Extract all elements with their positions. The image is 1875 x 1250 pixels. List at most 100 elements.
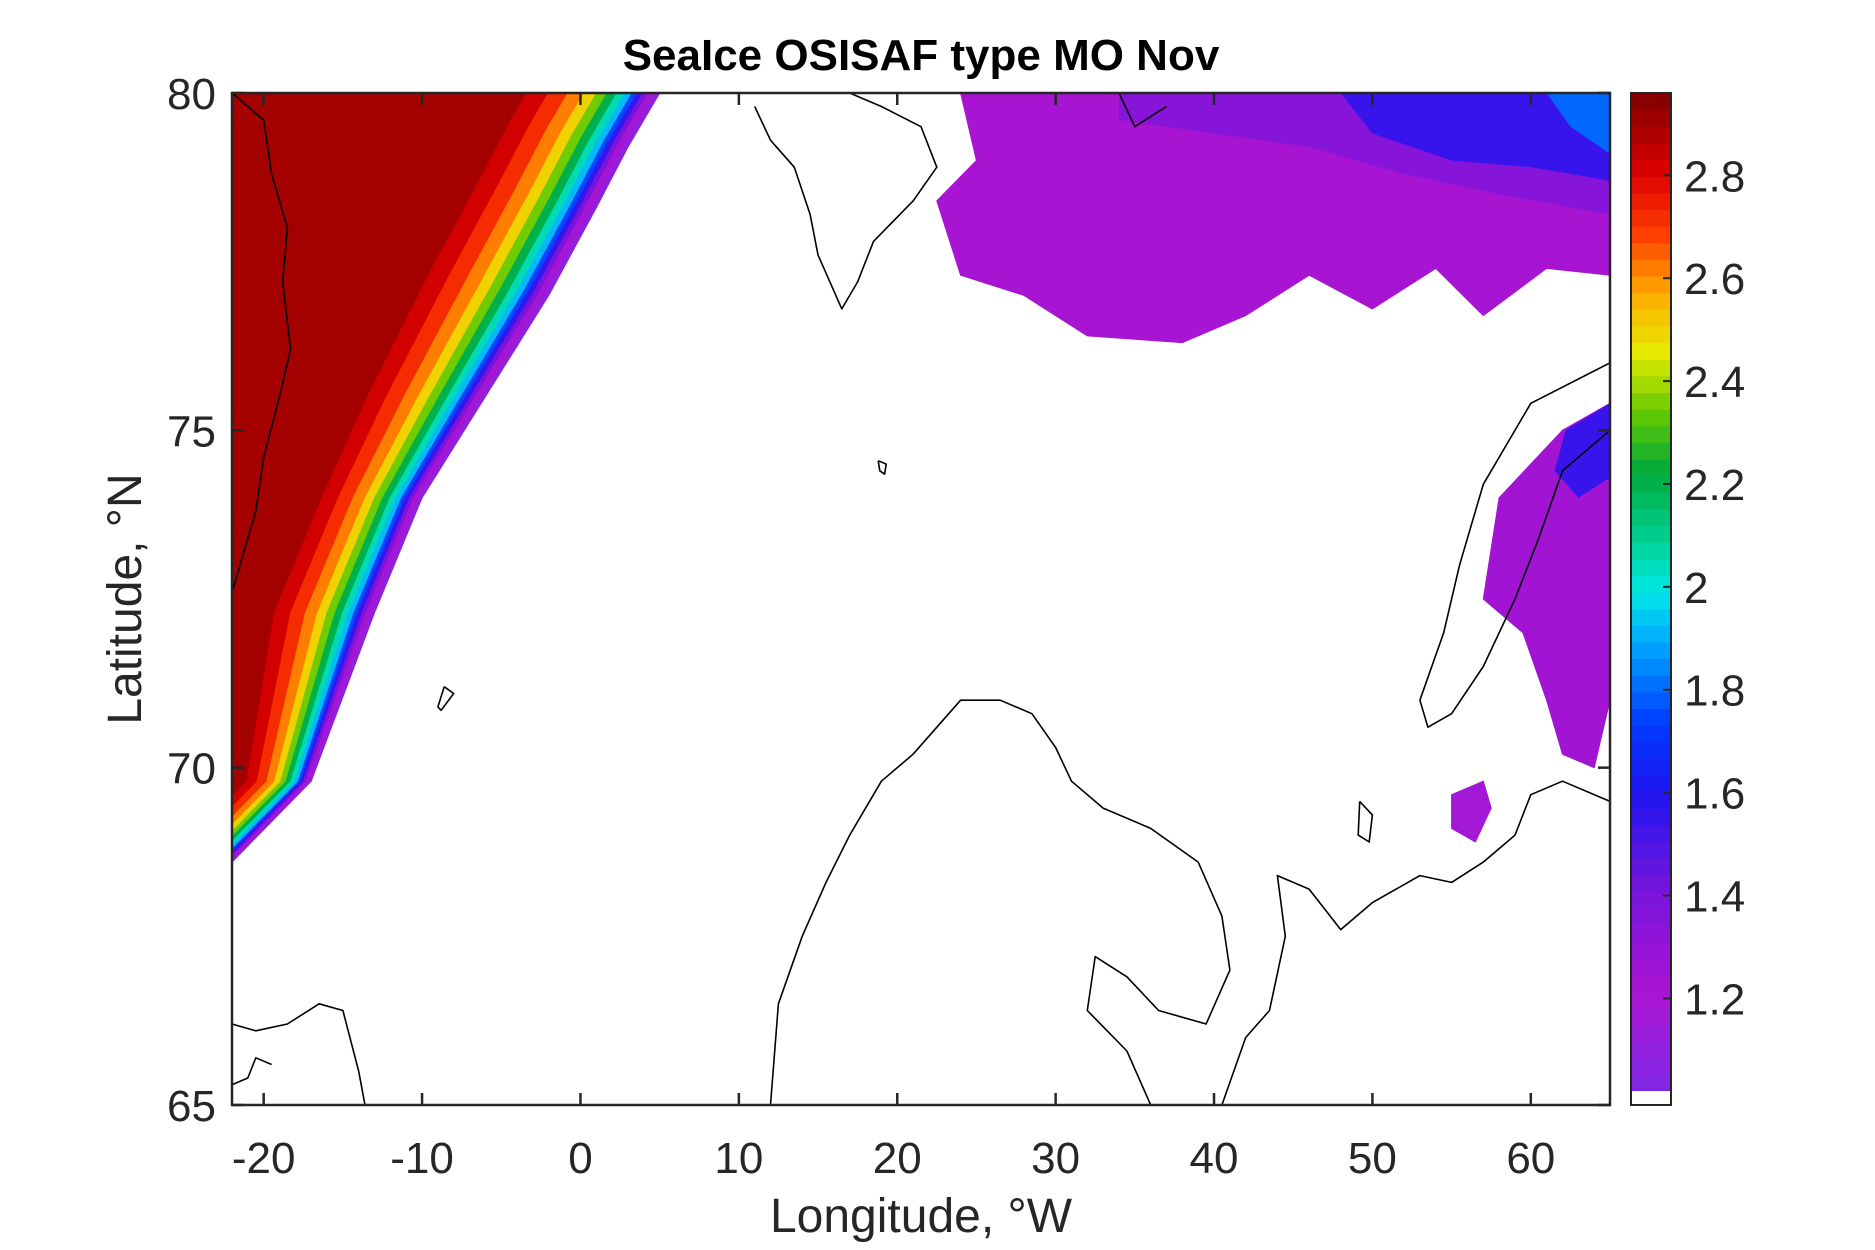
colorbar-segment	[1631, 508, 1671, 527]
colorbar-frame	[1630, 92, 1672, 1106]
colorbar-segment	[1631, 226, 1671, 244]
colorbar-segment	[1631, 558, 1671, 576]
coast-iceland-nw	[232, 1057, 272, 1086]
colorbar-segment	[1631, 492, 1671, 510]
coastline-layer	[232, 93, 1610, 1105]
colorbar-segment	[1631, 259, 1671, 277]
colorbar-segment	[1631, 974, 1671, 992]
colorbar-segment	[1631, 608, 1671, 626]
y-tick-label: 65	[167, 1082, 216, 1131]
colorbar-segment	[1631, 1041, 1671, 1059]
x-tick-label: 30	[1031, 1134, 1080, 1183]
colorbar-segment	[1631, 192, 1671, 211]
colorbar-segment	[1631, 1024, 1671, 1042]
colorbar-segment	[1631, 691, 1671, 710]
coast-bear-island	[877, 459, 888, 476]
colorbar-segment	[1631, 359, 1671, 377]
colorbar-tick-label: 2.2	[1684, 461, 1745, 510]
colorbar-segment	[1631, 641, 1671, 660]
coast-norway	[769, 699, 1231, 1105]
coast-kolguev	[1357, 800, 1374, 843]
plot-area	[232, 93, 1610, 1105]
x-tick-label: 40	[1190, 1134, 1239, 1183]
plot-frame	[230, 91, 1612, 1107]
colorbar-segment	[1631, 774, 1671, 793]
ice-region-kara-blue	[1554, 403, 1610, 498]
colorbar-segment	[1631, 292, 1671, 310]
colorbar-segment	[1631, 525, 1671, 543]
colorbar-segment	[1631, 741, 1671, 759]
coast-novaya-zemlya	[1419, 362, 1610, 729]
colorbar-segment	[1631, 109, 1671, 127]
colorbar-segment	[1631, 991, 1671, 1009]
colorbar-segment	[1631, 409, 1671, 427]
colorbar-segment	[1631, 242, 1671, 260]
coast-greenland	[232, 93, 292, 593]
colorbar-segment	[1631, 1074, 1671, 1092]
colorbar-segment	[1631, 592, 1671, 610]
colorbar-segment	[1631, 858, 1671, 876]
colorbar-tick-label: 1.6	[1684, 770, 1745, 819]
colorbar-segment	[1631, 475, 1671, 493]
colorbar-segment	[1631, 908, 1671, 926]
colorbar-segment	[1631, 791, 1671, 809]
x-tick-label: 0	[568, 1134, 592, 1183]
ice-concentration-layer	[232, 93, 1610, 863]
colorbar-segment	[1631, 575, 1671, 593]
y-tick-label: 75	[167, 407, 216, 456]
x-tick-label: 60	[1506, 1134, 1555, 1183]
colorbar-segment	[1631, 725, 1671, 743]
colorbar-tick-label: 1.2	[1684, 975, 1745, 1024]
ice-band-east-greenland	[232, 93, 542, 863]
coast-iceland	[232, 1002, 366, 1105]
x-tick-label: -20	[232, 1134, 296, 1183]
colorbar-segment	[1631, 625, 1671, 643]
x-axis-label: Longitude, °W	[770, 1190, 1073, 1243]
colorbar-segment	[1631, 891, 1671, 909]
coast-jan-mayen	[437, 686, 455, 712]
colorbar-segment	[1631, 375, 1671, 393]
coast-white-sea	[1221, 780, 1610, 1105]
colorbar-segment	[1631, 708, 1671, 726]
colorbar-segment	[1631, 841, 1671, 859]
chart-title: SeaIce OSISAF type MO Nov	[623, 31, 1220, 80]
colorbar-bottom-bin	[1631, 1091, 1671, 1105]
colorbar-segment	[1631, 758, 1671, 776]
colorbar-tick-label: 1.8	[1684, 667, 1745, 716]
x-tick-label: 20	[873, 1134, 922, 1183]
colorbar-segment	[1631, 176, 1671, 194]
colorbar-segment	[1631, 1057, 1671, 1075]
colorbar-segment	[1631, 93, 1671, 111]
colorbar-segment	[1631, 342, 1671, 360]
y-axis-label: Latitude, °N	[99, 473, 152, 724]
colorbar-segment	[1631, 392, 1671, 410]
colorbar-segment	[1631, 309, 1671, 327]
coast-franz-josef	[1118, 93, 1167, 128]
colorbar-segment	[1631, 442, 1671, 460]
x-tick-label: 10	[714, 1134, 763, 1183]
colorbar-segment	[1631, 275, 1671, 294]
colorbar-segment	[1631, 126, 1671, 144]
colorbar-segment	[1631, 142, 1671, 161]
coast-svalbard	[753, 93, 938, 310]
colorbar-segment	[1631, 874, 1671, 892]
colorbar-tick-label: 2.4	[1684, 358, 1745, 407]
colorbar-segment	[1631, 957, 1671, 976]
x-axis: -20 -10 0 10 20 30 40 50 60	[232, 93, 1555, 1183]
y-axis: 65 70 75 80	[167, 70, 1610, 1131]
y-tick-label: 70	[167, 745, 216, 794]
colorbar-tick-label: 2.8	[1684, 152, 1745, 201]
colorbar-segment	[1631, 159, 1671, 177]
ice-region-pechora	[1451, 780, 1492, 843]
colorbar-segment	[1631, 941, 1671, 959]
colorbar-segment	[1631, 1007, 1671, 1026]
colorbar-segment	[1631, 209, 1671, 227]
colorbar-segment	[1631, 325, 1671, 344]
ice-region-barents-blue	[1340, 93, 1610, 181]
colorbar-segment	[1631, 824, 1671, 843]
colorbar-segment	[1631, 542, 1671, 560]
colorbar-segment	[1631, 458, 1671, 477]
colorbar-tick-label: 1.4	[1684, 873, 1745, 922]
x-tick-label: 50	[1348, 1134, 1397, 1183]
